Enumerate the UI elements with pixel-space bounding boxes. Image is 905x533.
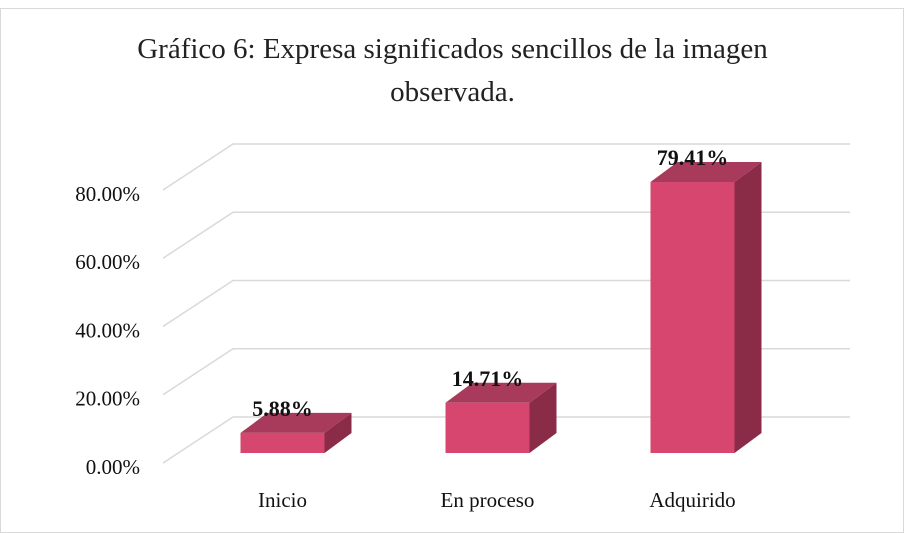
grid-line xyxy=(162,211,850,259)
data-label: 79.41% xyxy=(657,145,729,170)
data-label: 5.88% xyxy=(252,396,313,421)
grid-line xyxy=(162,348,850,396)
grid-line xyxy=(162,279,850,328)
x-tick-label: En proceso xyxy=(441,488,535,512)
y-tick-label: 60.00% xyxy=(75,250,140,274)
y-tick-label: 0.00% xyxy=(86,455,140,479)
data-label: 14.71% xyxy=(452,366,524,391)
bar-side xyxy=(324,412,352,453)
y-tick-label: 80.00% xyxy=(75,182,140,206)
bar-top xyxy=(445,382,557,403)
chart-title: Gráfico 6: Expresa significados sencillo… xyxy=(137,33,768,108)
bar xyxy=(240,432,325,453)
x-tick-label: Inicio xyxy=(258,488,307,512)
x-tick-label: Adquirido xyxy=(649,488,735,512)
bar xyxy=(445,402,530,453)
bar-side xyxy=(734,162,762,454)
bar xyxy=(650,182,735,454)
bar-top xyxy=(240,412,352,433)
bar-side xyxy=(529,382,557,453)
grid-line xyxy=(162,143,850,191)
y-tick-label: 40.00% xyxy=(75,318,140,342)
y-tick-label: 20.00% xyxy=(75,387,140,411)
bar-top xyxy=(650,162,762,183)
grid-line xyxy=(162,416,850,464)
